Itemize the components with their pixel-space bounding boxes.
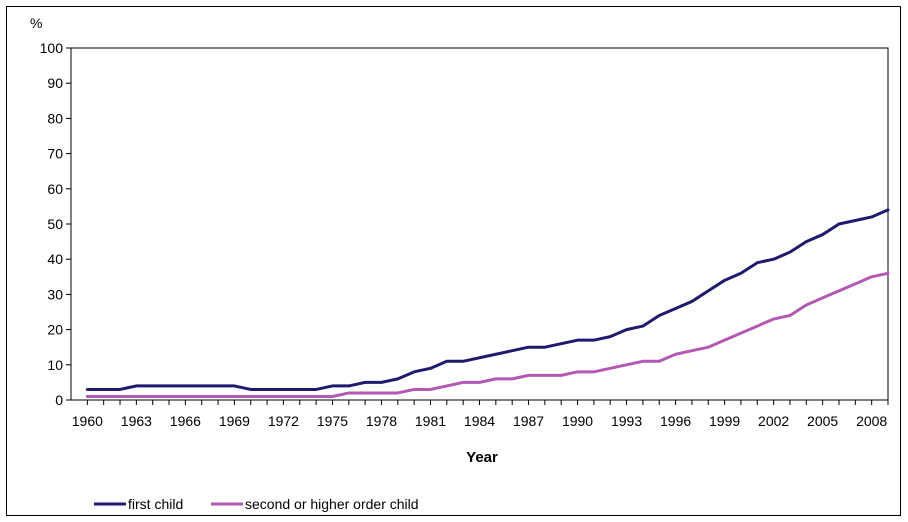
- legend-label-1: first child: [128, 496, 183, 512]
- x-axis-ticks: 1960 1963 1966 1969 1972 1975 1978 1981 1984 1987…: [72, 400, 889, 429]
- x-tick-label: 1975: [317, 413, 348, 429]
- y-tick-label: 100: [40, 40, 64, 56]
- legend: first child second or higher order child: [94, 496, 419, 512]
- x-tick-label: 1978: [366, 413, 397, 429]
- x-tick-label: 1963: [121, 413, 152, 429]
- y-tick-label: 70: [47, 146, 63, 162]
- legend-label-2: second or higher order child: [245, 496, 419, 512]
- y-axis-label: %: [30, 15, 42, 31]
- series-line-2: [85, 271, 890, 398]
- y-tick-label: 90: [47, 75, 63, 91]
- y-tick-label: 20: [47, 322, 63, 338]
- x-tick-label: 1972: [268, 413, 299, 429]
- x-axis-title: Year: [466, 449, 498, 466]
- x-tick-label: 2008: [856, 413, 887, 429]
- y-tick-label: 0: [55, 392, 63, 408]
- x-tick-label: 1993: [611, 413, 642, 429]
- x-tick-label: 1999: [709, 413, 740, 429]
- x-tick-label: 1987: [513, 413, 544, 429]
- y-tick-label: 50: [47, 216, 63, 232]
- plot-area: [70, 47, 889, 401]
- y-tick-label: 10: [47, 357, 63, 373]
- x-tick-label: 1969: [219, 413, 250, 429]
- x-tick-label: 1966: [170, 413, 201, 429]
- series-line-1: [85, 208, 890, 391]
- chart-frame: [6, 6, 901, 516]
- x-tick-label: 1981: [415, 413, 446, 429]
- x-tick-label: 1990: [562, 413, 593, 429]
- y-tick-label: 30: [47, 286, 63, 302]
- y-tick-label: 40: [47, 251, 63, 267]
- y-tick-label: 60: [47, 181, 63, 197]
- x-tick-label: 2005: [807, 413, 838, 429]
- series-lines: [85, 208, 890, 398]
- x-tick-label: 2002: [758, 413, 789, 429]
- x-tick-label: 1960: [72, 413, 103, 429]
- y-axis-ticks: 0 10 20 30 40 50 60 70 80 90 100: [40, 40, 71, 408]
- y-tick-label: 80: [47, 110, 63, 126]
- x-tick-label: 1996: [660, 413, 691, 429]
- x-tick-label: 1984: [464, 413, 495, 429]
